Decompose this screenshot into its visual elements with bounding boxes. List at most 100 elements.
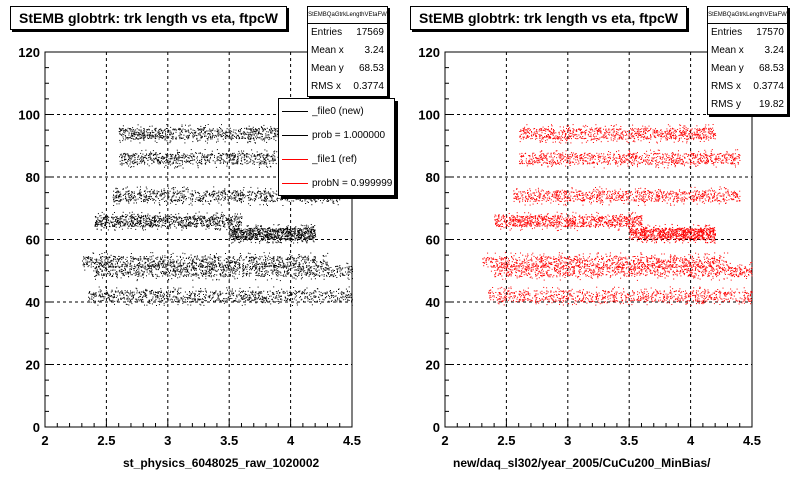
- scatter-point: [299, 263, 301, 265]
- scatter-point: [156, 294, 158, 296]
- scatter-point: [111, 296, 113, 298]
- scatter-point: [250, 268, 251, 270]
- scatter-point: [321, 263, 323, 265]
- scatter-point: [305, 261, 307, 263]
- scatter-point: [202, 216, 204, 218]
- scatter-point: [167, 216, 169, 218]
- scatter-point: [301, 273, 303, 275]
- scatter-point: [181, 218, 183, 219]
- scatter-point: [313, 241, 315, 243]
- scatter-point: [177, 221, 179, 223]
- scatter-point: [278, 274, 280, 276]
- scatter-point: [249, 199, 251, 201]
- scatter-point: [94, 267, 96, 269]
- scatter-point: [203, 259, 205, 261]
- scatter-point: [208, 270, 210, 272]
- scatter-point: [124, 292, 126, 294]
- scatter-point: [326, 264, 328, 266]
- scatter-point: [193, 226, 195, 227]
- scatter-point: [116, 271, 118, 273]
- scatter-point: [213, 195, 215, 197]
- scatter-point: [184, 253, 186, 255]
- scatter-point: [252, 236, 253, 238]
- scatter-point: [295, 266, 297, 268]
- scatter-point: [112, 218, 114, 220]
- scatter-point: [144, 268, 146, 270]
- scatter-point: [274, 270, 276, 272]
- scatter-point: [300, 229, 302, 231]
- scatter-point: [117, 222, 119, 224]
- scatter-point: [146, 218, 148, 220]
- scatter-point: [275, 237, 277, 238]
- scatter-point: [114, 256, 116, 257]
- scatter-point: [128, 304, 130, 306]
- scatter-point: [201, 266, 203, 268]
- scatter-point: [268, 200, 270, 202]
- scatter-point: [143, 267, 145, 269]
- scatter-point: [304, 296, 306, 298]
- scatter-point: [147, 213, 149, 215]
- scatter-point: [190, 297, 192, 299]
- scatter-point: [115, 219, 117, 221]
- scatter-point: [118, 222, 120, 224]
- scatter-point: [286, 226, 288, 228]
- scatter-point: [148, 224, 150, 226]
- scatter-point: [123, 296, 125, 298]
- scatter-point: [250, 300, 252, 302]
- scatter-point: [313, 229, 315, 231]
- scatter-point: [241, 230, 243, 231]
- scatter-point: [292, 305, 293, 306]
- scatter-point: [325, 297, 327, 298]
- scatter-point: [179, 255, 181, 257]
- scatter-point: [224, 191, 226, 193]
- scatter-point: [245, 237, 247, 239]
- scatter-point: [309, 293, 311, 295]
- scatter-point: [157, 217, 159, 219]
- scatter-point: [122, 211, 124, 213]
- scatter-point: [291, 267, 293, 269]
- scatter-point: [170, 220, 172, 222]
- scatter-point: [166, 227, 168, 229]
- scatter-point: [240, 300, 242, 302]
- scatter-point: [112, 299, 114, 301]
- scatter-point: [245, 266, 247, 268]
- scatter-point: [182, 295, 184, 297]
- scatter-point: [300, 266, 302, 268]
- scatter-point: [351, 304, 353, 306]
- scatter-point: [189, 217, 191, 218]
- scatter-point: [269, 230, 271, 232]
- scatter-point: [235, 263, 236, 265]
- scatter-point: [162, 217, 164, 219]
- scatter-point: [291, 238, 293, 240]
- scatter-point: [280, 228, 282, 230]
- scatter-point: [159, 294, 161, 296]
- scatter-point: [262, 266, 264, 268]
- scatter-point: [301, 298, 303, 300]
- scatter-point: [237, 264, 239, 265]
- scatter-point: [234, 213, 236, 215]
- scatter-point: [312, 260, 314, 262]
- scatter-point: [116, 192, 118, 194]
- scatter-point: [136, 288, 138, 290]
- scatter-point: [323, 196, 325, 198]
- scatter-point: [347, 294, 349, 296]
- scatter-point: [301, 197, 303, 199]
- scatter-point: [191, 260, 193, 261]
- scatter-point: [101, 260, 103, 262]
- scatter-point: [298, 291, 300, 293]
- scatter-point: [103, 266, 105, 268]
- scatter-point: [294, 266, 296, 268]
- scatter-point: [215, 256, 217, 258]
- scatter-point: [276, 236, 278, 238]
- scatter-point: [109, 266, 110, 268]
- scatter-point: [287, 269, 289, 271]
- scatter-point: [242, 236, 244, 238]
- scatter-point: [220, 204, 222, 206]
- scatter-point: [134, 264, 136, 266]
- scatter-point: [116, 275, 118, 277]
- scatter-point: [300, 299, 302, 301]
- scatter-point: [191, 263, 193, 265]
- scatter-point: [306, 266, 308, 268]
- scatter-point: [272, 271, 274, 272]
- scatter-point: [304, 297, 306, 299]
